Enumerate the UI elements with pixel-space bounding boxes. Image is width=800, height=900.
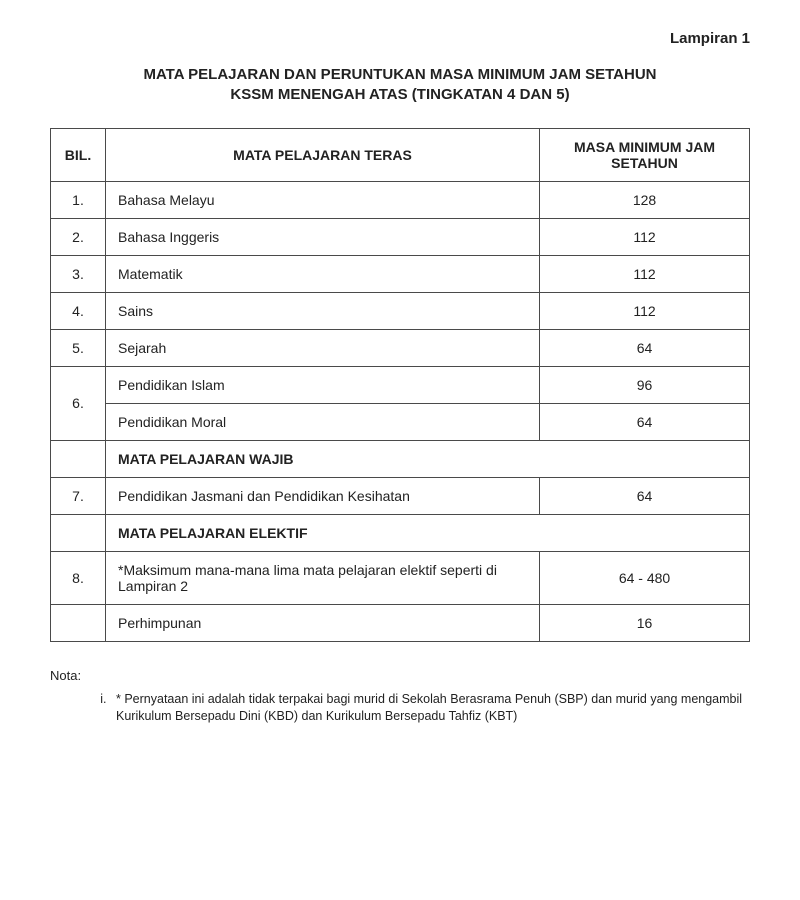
table-row: 1. Bahasa Melayu 128 [51, 181, 750, 218]
cell-hours: 112 [540, 218, 750, 255]
table-row: Perhimpunan 16 [51, 604, 750, 641]
cell-hours: 128 [540, 181, 750, 218]
cell-hours: 112 [540, 292, 750, 329]
cell-subject: Pendidikan Islam [106, 366, 540, 403]
appendix-label: Lampiran 1 [50, 30, 750, 47]
subjects-table: BIL. MATA PELAJARAN TERAS MASA MINIMUM J… [50, 128, 750, 642]
cell-subject: Pendidikan Jasmani dan Pendidikan Kesiha… [106, 477, 540, 514]
cell-bil-empty [51, 440, 106, 477]
header-bil: BIL. [51, 128, 106, 181]
cell-bil: 3. [51, 255, 106, 292]
title-line-1: MATA PELAJARAN DAN PERUNTUKAN MASA MINIM… [143, 66, 656, 83]
cell-bil: 8. [51, 551, 106, 604]
cell-bil-empty [51, 514, 106, 551]
page-title: MATA PELAJARAN DAN PERUNTUKAN MASA MINIM… [50, 65, 750, 106]
cell-subject: Sains [106, 292, 540, 329]
cell-hours: 16 [540, 604, 750, 641]
table-header-row: BIL. MATA PELAJARAN TERAS MASA MINIMUM J… [51, 128, 750, 181]
table-row: 3. Matematik 112 [51, 255, 750, 292]
notes-label: Nota: [50, 668, 750, 683]
cell-bil: 5. [51, 329, 106, 366]
cell-bil: 6. [51, 366, 106, 440]
section-row-elektif: MATA PELAJARAN ELEKTIF [51, 514, 750, 551]
table-row: 7. Pendidikan Jasmani dan Pendidikan Kes… [51, 477, 750, 514]
cell-bil: 4. [51, 292, 106, 329]
section-heading: MATA PELAJARAN ELEKTIF [106, 514, 750, 551]
cell-hours: 96 [540, 366, 750, 403]
table-row: 5. Sejarah 64 [51, 329, 750, 366]
cell-subject: Matematik [106, 255, 540, 292]
table-row: 8. *Maksimum mana-mana lima mata pelajar… [51, 551, 750, 604]
cell-bil: 2. [51, 218, 106, 255]
table-row: Pendidikan Moral 64 [51, 403, 750, 440]
cell-hours: 64 - 480 [540, 551, 750, 604]
notes-list: * Pernyataan ini adalah tidak terpakai b… [50, 691, 750, 726]
cell-subject: Perhimpunan [106, 604, 540, 641]
header-subject: MATA PELAJARAN TERAS [106, 128, 540, 181]
header-hours: MASA MINIMUM JAM SETAHUN [540, 128, 750, 181]
cell-hours: 112 [540, 255, 750, 292]
cell-subject: *Maksimum mana-mana lima mata pelajaran … [106, 551, 540, 604]
table-row: 6. Pendidikan Islam 96 [51, 366, 750, 403]
cell-hours: 64 [540, 403, 750, 440]
cell-subject: Bahasa Inggeris [106, 218, 540, 255]
notes-item: * Pernyataan ini adalah tidak terpakai b… [110, 691, 750, 726]
cell-subject: Bahasa Melayu [106, 181, 540, 218]
table-row: 2. Bahasa Inggeris 112 [51, 218, 750, 255]
cell-bil-empty [51, 604, 106, 641]
section-row-wajib: MATA PELAJARAN WAJIB [51, 440, 750, 477]
title-line-2: KSSM MENENGAH ATAS (TINGKATAN 4 DAN 5) [230, 86, 569, 103]
cell-hours: 64 [540, 329, 750, 366]
cell-bil: 1. [51, 181, 106, 218]
cell-hours: 64 [540, 477, 750, 514]
notes-section: Nota: * Pernyataan ini adalah tidak terp… [50, 668, 750, 726]
cell-bil: 7. [51, 477, 106, 514]
cell-subject: Pendidikan Moral [106, 403, 540, 440]
section-heading: MATA PELAJARAN WAJIB [106, 440, 750, 477]
table-row: 4. Sains 112 [51, 292, 750, 329]
cell-subject: Sejarah [106, 329, 540, 366]
